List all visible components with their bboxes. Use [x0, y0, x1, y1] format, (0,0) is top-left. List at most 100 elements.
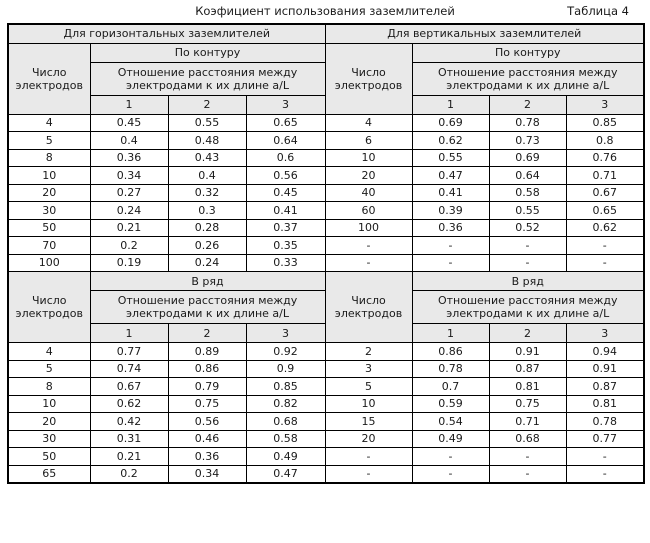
coefficient-cell: 0.55 [411, 148, 490, 167]
coefficient-cell: 0.31 [89, 429, 169, 448]
coefficient-cell: 0.78 [488, 113, 567, 132]
ratio-header-row: Отношение расстояния между электродами к… [8, 290, 645, 324]
coefficient-cell: 0.34 [167, 464, 247, 483]
table-number-label: Таблица 4 [567, 4, 629, 18]
arrangement-row: Число электродов По контуру Число электр… [7, 42, 645, 115]
subcol-header: 3 [245, 94, 326, 115]
coefficient-cell: 0.62 [411, 131, 490, 150]
electrode-count-cell: 15 [324, 412, 413, 431]
coefficient-cell: - [488, 236, 567, 255]
electrode-count-cell: 20 [324, 166, 413, 185]
coefficient-cell: 0.69 [488, 148, 567, 167]
electrode-count-cell: 65 [7, 464, 91, 483]
coefficient-cell: 0.56 [245, 166, 326, 185]
table-row: 100 0.19 0.24 0.33- - - - [7, 253, 645, 272]
coefficient-cell: 0.27 [89, 183, 169, 202]
table-row: 5 0.4 0.48 0.64 6 0.62 0.73 0.8 [7, 131, 645, 150]
subcol-header: 3 [245, 323, 326, 343]
coefficient-cell: 0.21 [89, 218, 169, 237]
coefficient-cell: 0.56 [167, 412, 247, 431]
ratio-header-left: Отношение расстояния между электродами к… [89, 290, 326, 324]
electrode-count-cell: 10 [7, 394, 91, 413]
electrode-count-header-line: Число [351, 294, 386, 307]
top-banner-group: Для горизонтальных заземлителей Для верт… [7, 23, 645, 44]
coefficient-cell: 0.2 [89, 236, 169, 255]
contour-data-rows: 4 0.45 0.55 0.65 4 0.69 0.78 0.85 5 0.4 0.48 0.64 6 0… [7, 113, 645, 272]
coefficient-cell: 0.81 [488, 377, 567, 396]
electrode-count-cell: 2 [324, 342, 413, 361]
electrode-count-cell: - [324, 464, 413, 483]
coefficient-cell: 0.73 [488, 131, 567, 150]
electrode-count-cell: - [324, 236, 413, 255]
coefficient-cell: 0.74 [89, 359, 169, 378]
table-row: 10 0.62 0.75 0.82 10 0.59 0.75 0.81 [7, 394, 645, 413]
section-contour-header-group: Число электродов По контуру Число электр… [7, 42, 645, 115]
coefficient-cell: 0.7 [411, 377, 490, 396]
ratio-header-line: электродами к их длине a/L [446, 307, 610, 320]
section-row-header-group: Число электродов В ряд Число электродов … [7, 271, 645, 343]
coefficient-cell: 0.78 [565, 412, 645, 431]
electrode-count-cell: 8 [7, 377, 91, 396]
electrode-count-cell: 60 [324, 201, 413, 220]
coefficient-cell: 0.82 [245, 394, 326, 413]
coefficient-cell: 0.62 [89, 394, 169, 413]
table-row: 70 0.2 0.26 0.35- - - - [7, 236, 645, 255]
coefficient-cell: 0.35 [245, 236, 326, 255]
subcol-header: 1 [411, 323, 490, 343]
coefficient-cell: - [488, 253, 567, 272]
arrangement-header-left: В ряд [89, 271, 326, 291]
electrode-count-header-line: электродов [334, 307, 403, 320]
subcol-header: 2 [167, 94, 247, 115]
coefficient-cell: 0.87 [565, 377, 645, 396]
coefficient-cell: 0.75 [488, 394, 567, 413]
page: Коэфициент использования заземлителей Та… [7, 4, 646, 484]
coefficient-cell: 0.55 [167, 113, 247, 132]
ratio-header-right: Отношение расстояния между электродами к… [411, 61, 645, 96]
electrode-count-cell: 20 [7, 412, 91, 431]
electrode-count-cell: 8 [7, 148, 91, 167]
coefficient-cell: 0.8 [565, 131, 645, 150]
electrode-count-header-right: Число электродов [324, 271, 413, 343]
coefficient-cell: 0.89 [167, 342, 247, 361]
coefficient-cell: 0.58 [245, 429, 326, 448]
ratio-header-line: Отношение расстояния между [437, 294, 618, 307]
ratio-header-right: Отношение расстояния между электродами к… [411, 290, 645, 324]
ratio-header-line: Отношение расстояния между [437, 65, 618, 79]
horizontal-electrodes-header: Для горизонтальных заземлителей [7, 23, 326, 44]
electrode-count-header-line: электродов [15, 307, 83, 320]
coefficient-cell: 0.47 [411, 166, 490, 185]
electrode-count-cell: 5 [7, 131, 91, 150]
coefficient-cell: 0.67 [565, 183, 645, 202]
coefficient-cell: 0.92 [245, 342, 326, 361]
electrode-count-header-left: Число электродов [7, 271, 91, 343]
subcol-header: 2 [488, 323, 567, 343]
coefficient-cell: 0.86 [167, 359, 247, 378]
electrode-count-header-line: электродов [334, 78, 403, 92]
coefficient-cell: 0.28 [167, 218, 247, 237]
coefficient-cell: 0.36 [167, 447, 247, 466]
electrode-count-cell: 50 [7, 447, 91, 466]
table-row: 4 0.77 0.89 0.92 2 0.86 0.91 0.94 [7, 342, 645, 361]
coefficient-cell: 0.79 [167, 377, 247, 396]
electrode-count-cell: 4 [7, 342, 91, 361]
electrode-count-cell: - [324, 253, 413, 272]
electrode-count-cell: 100 [7, 253, 91, 272]
coefficient-cell: 0.85 [245, 377, 326, 396]
table-row: 4 0.45 0.55 0.65 4 0.69 0.78 0.85 [7, 113, 645, 132]
subcolumn-numbers-row: 1 2 3 1 2 3 [8, 94, 645, 115]
coefficient-cell: 0.24 [167, 253, 247, 272]
coefficient-cell: 0.62 [565, 218, 645, 237]
coefficient-cell: 0.71 [565, 166, 645, 185]
ratio-header-row: Отношение расстояния между электродами к… [8, 61, 645, 96]
electrode-count-header-line: электродов [15, 78, 83, 92]
coefficient-cell: 0.94 [565, 342, 645, 361]
coefficient-cell: 0.52 [488, 218, 567, 237]
coefficient-cell: - [565, 447, 645, 466]
electrode-count-header-right: Число электродов [324, 42, 413, 115]
electrode-count-header-line: Число [32, 294, 67, 307]
coefficient-cell: 0.43 [167, 148, 247, 167]
table-row: 30 0.31 0.46 0.58 20 0.49 0.68 0.77 [7, 429, 645, 448]
coefficient-cell: - [565, 236, 645, 255]
coefficient-cell: - [411, 236, 490, 255]
electrode-count-cell: 40 [324, 183, 413, 202]
